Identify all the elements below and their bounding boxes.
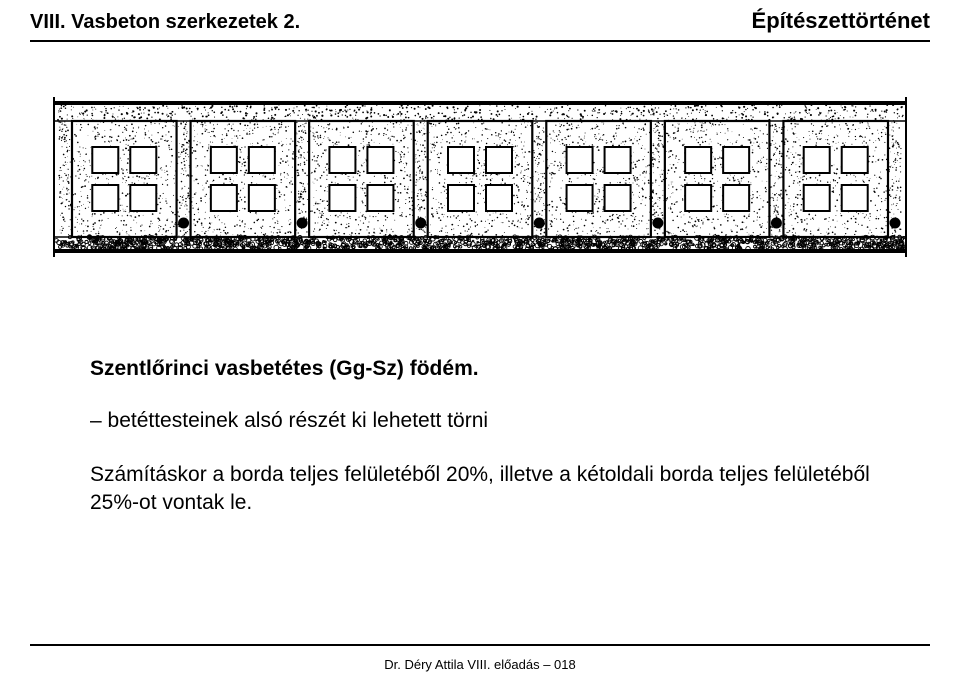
footer-rule <box>30 644 930 646</box>
page-footer: Dr. Déry Attila VIII. előadás – 018 <box>0 657 960 672</box>
header-left: VIII. Vasbeton szerkezetek 2. <box>30 11 300 34</box>
slab-cross-section-diagram <box>40 97 920 257</box>
header-rule <box>30 40 930 42</box>
caption-subline: – betéttesteinek alsó részét ki lehetett… <box>90 409 870 433</box>
caption-paragraph: Számításkor a borda teljes felületéből 2… <box>90 461 870 518</box>
caption-block: Szentlőrinci vasbetétes (Gg-Sz) födém. –… <box>90 357 870 518</box>
header-right: Építészettörténet <box>752 8 930 34</box>
figure-container <box>30 97 930 257</box>
page-header: VIII. Vasbeton szerkezetek 2. Építészett… <box>0 0 960 40</box>
caption-title: Szentlőrinci vasbetétes (Gg-Sz) födém. <box>90 357 870 381</box>
